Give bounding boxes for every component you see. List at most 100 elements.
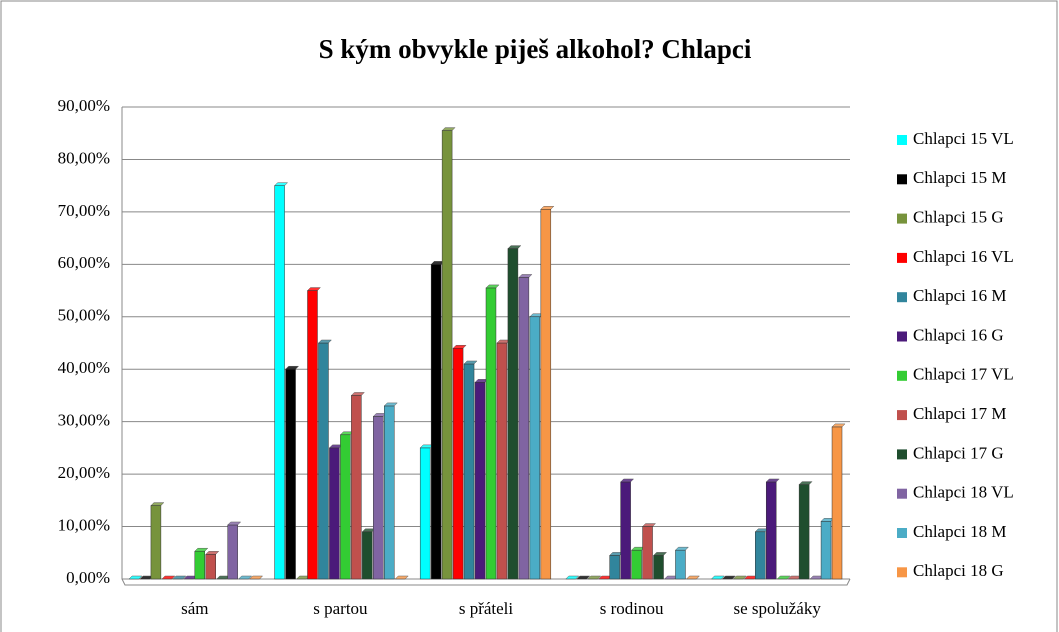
bar-top [205, 551, 220, 555]
bar [205, 554, 216, 580]
bar-top [732, 575, 747, 580]
bar-top [227, 521, 242, 526]
y-tick-label: 70,00% [58, 201, 110, 220]
bar [285, 368, 296, 580]
bar [329, 447, 340, 580]
y-tick-label: 50,00% [58, 306, 110, 325]
bar [318, 342, 329, 580]
bar [820, 521, 832, 580]
legend-swatch [897, 449, 907, 460]
legend-swatch [897, 174, 907, 185]
bar [496, 342, 508, 580]
bar-top [350, 392, 365, 396]
bar-top [306, 287, 322, 291]
bar [653, 555, 664, 580]
legend-swatch [897, 135, 907, 145]
legend-label: Chlapci 17 M [913, 404, 1007, 423]
legend-box [867, 117, 1049, 597]
legend-swatch [897, 567, 907, 578]
bar [642, 526, 653, 580]
bar [765, 481, 777, 580]
bar-top [452, 344, 467, 349]
y-tick-label: 0,00% [66, 568, 110, 587]
bar [351, 395, 362, 580]
bar [274, 185, 285, 580]
bar-top [652, 552, 668, 556]
bar [507, 248, 519, 580]
bar-top [284, 365, 300, 370]
y-tick-label: 60,00% [58, 253, 110, 272]
bar-top [441, 127, 456, 131]
bar [227, 524, 238, 580]
bar-top [721, 575, 736, 580]
legend-label: Chlapci 15 G [913, 208, 1004, 227]
legend-label: Chlapci 18 VL [913, 483, 1014, 502]
legend-swatch [897, 370, 907, 381]
legend-label: Chlapci 15 VL [913, 129, 1014, 148]
bar [540, 209, 552, 580]
bar-top [776, 575, 791, 580]
y-tick-label: 20,00% [58, 463, 110, 482]
bar [463, 363, 475, 580]
bar [831, 426, 843, 580]
bar-top [674, 546, 690, 551]
bar-top [172, 575, 187, 580]
x-tick-label: s přáteli [459, 599, 514, 618]
x-tick-label: s rodinou [600, 599, 664, 618]
bar-top [485, 284, 500, 289]
bar [675, 549, 686, 580]
legend-label: Chlapci 16 M [913, 286, 1007, 305]
x-tick-label: sám [181, 599, 208, 618]
bar [485, 287, 497, 580]
legend-label: Chlapci 17 VL [913, 365, 1014, 384]
legend-swatch [897, 331, 907, 342]
bar [362, 531, 373, 580]
bar-top [249, 575, 264, 580]
chart-title: S kým obvykle piješ alkohol? Chlapci [319, 34, 752, 64]
bar [373, 416, 384, 580]
bar-top [565, 575, 580, 580]
bar [529, 316, 541, 580]
legend-label: Chlapci 18 G [913, 561, 1004, 580]
bar-top [273, 182, 289, 186]
y-tick-label: 10,00% [58, 515, 110, 534]
bar [194, 550, 206, 580]
bar [798, 484, 810, 580]
legend-swatch [897, 410, 907, 421]
legend-swatch [897, 292, 907, 303]
bar-top [518, 274, 533, 278]
bar-top [587, 575, 602, 580]
bar [755, 531, 766, 580]
bar-top [394, 575, 409, 580]
bar-top [831, 423, 846, 428]
y-tick-label: 40,00% [58, 358, 110, 377]
bar-top [641, 523, 657, 527]
legend-label: Chlapci 17 G [913, 443, 1004, 462]
bar-top [150, 502, 165, 506]
x-tick-label: se spolužáky [734, 599, 822, 618]
bar [620, 481, 631, 580]
bar-top [540, 206, 555, 210]
bar-top [620, 478, 635, 483]
bar-top [798, 481, 813, 485]
bar [340, 434, 351, 580]
bar [452, 347, 464, 580]
y-tick-label: 80,00% [58, 148, 110, 167]
legend-swatch [897, 488, 907, 499]
bar-top [463, 360, 478, 365]
bar [307, 290, 318, 580]
legend-label: Chlapci 15 M [913, 168, 1007, 187]
bar-top [383, 402, 398, 407]
legend-swatch [897, 213, 907, 224]
legend-label: Chlapci 16 G [913, 325, 1004, 344]
bar-top [161, 575, 176, 580]
bar [150, 505, 162, 580]
bar [419, 447, 431, 580]
bar [474, 382, 486, 580]
legend-label: Chlapci 16 VL [913, 247, 1014, 266]
legend-swatch [897, 252, 907, 263]
bar [430, 264, 442, 580]
legend-label: Chlapci 18 M [913, 522, 1007, 541]
y-tick-label: 90,00% [58, 96, 110, 115]
